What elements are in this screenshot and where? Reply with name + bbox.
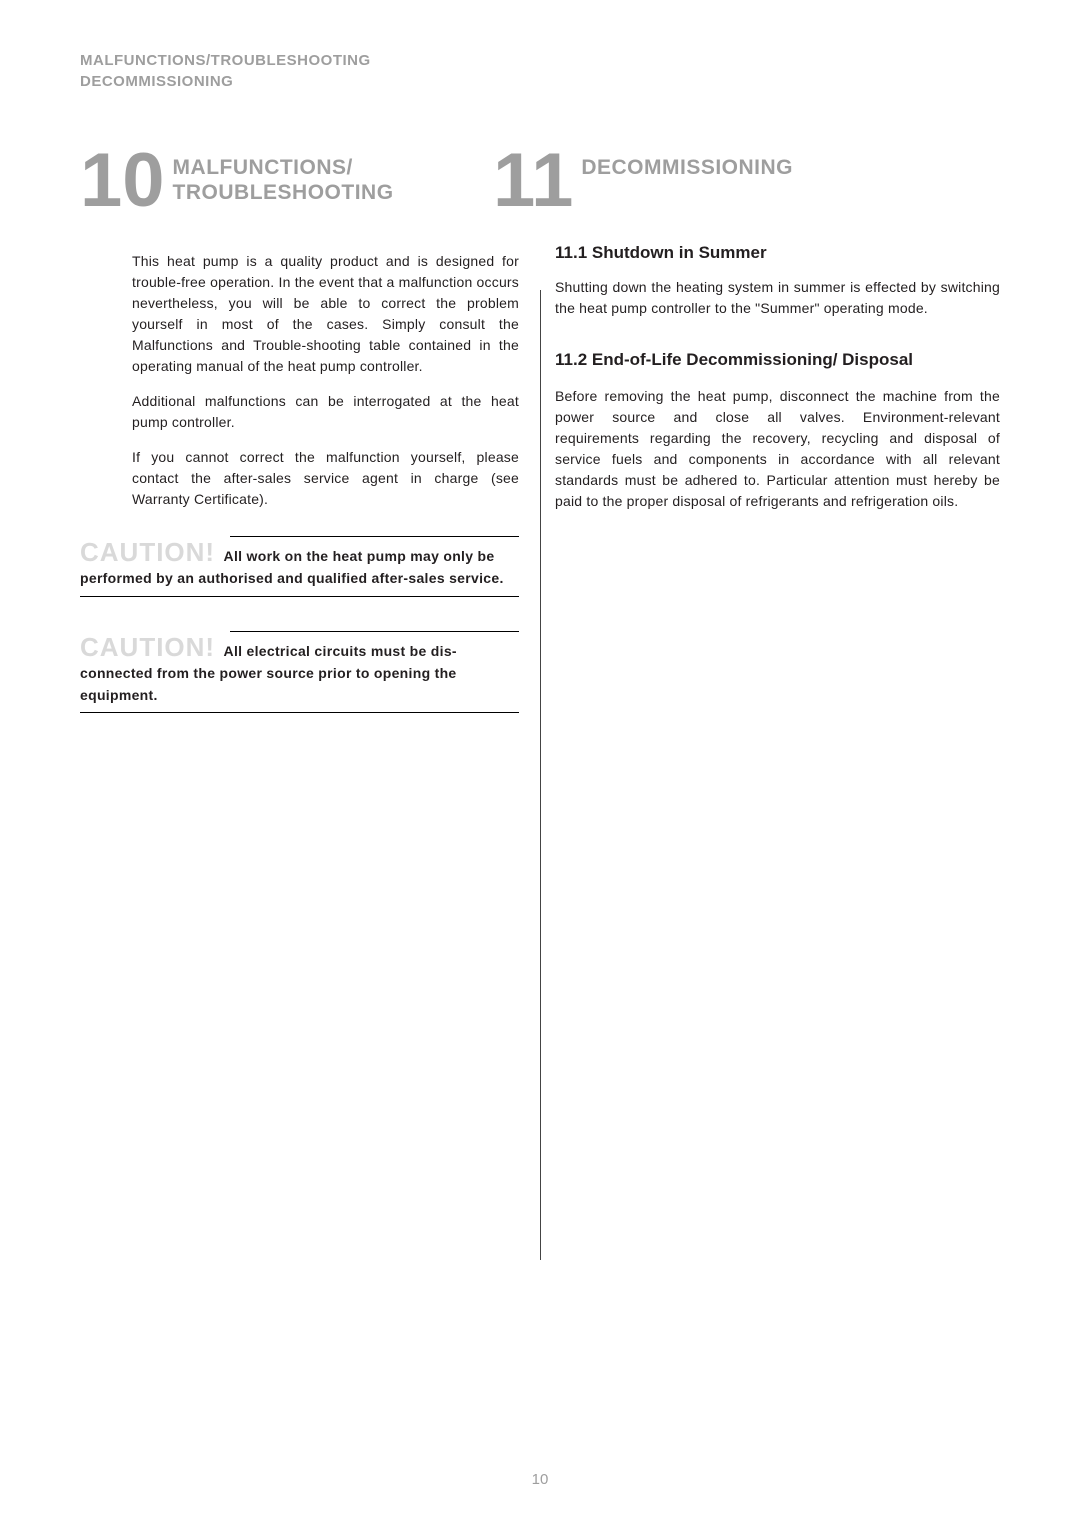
section-11-1-text: Shutting down the heating system in summ… (555, 277, 1000, 319)
section-11-2-title: 11.2 End-of-Life Decommissioning/ Dispos… (555, 349, 1000, 372)
caution-1-label: CAUTION! (80, 537, 215, 567)
right-column: 11 DECOMMISSIONING 11.1 Shutdown in Summ… (555, 147, 1000, 713)
section-10-title-line2: TROUBLESHOOTING (173, 181, 394, 204)
section-10-para-2: Additional malfunctions can be interroga… (132, 391, 519, 433)
section-10-para-3: If you cannot correct the malfunction yo… (132, 447, 519, 510)
left-column: 10 MALFUNCTIONS/ TROUBLESHOOTING This he… (80, 147, 525, 713)
section-11-2-title-text: 11.2 End-of-Life Decommissioning/ Dispos… (555, 350, 913, 369)
caution-2-bottom-rule (80, 712, 519, 713)
section-11-title: DECOMMISSIONING (581, 155, 793, 180)
section-11-number: 11 (493, 147, 573, 215)
document-page: MALFUNCTIONS/TROUBLESHOOTING DECOMMISSIO… (0, 0, 1080, 753)
section-11-2-text: Before removing the heat pump, disconnec… (555, 386, 1000, 512)
page-number: 10 (0, 1471, 1080, 1488)
section-10-para-1: This heat pump is a quality product and … (132, 251, 519, 377)
column-divider (540, 290, 541, 1260)
page-header: MALFUNCTIONS/TROUBLESHOOTING DECOMMISSIO… (80, 50, 1000, 92)
section-11-1-title: 11.1 Shutdown in Summer (555, 243, 1000, 263)
caution-block-2: CAUTION! All electrical circuits must be… (80, 631, 525, 713)
caution-1-bottom-rule (80, 596, 519, 597)
section-11-body: 11.1 Shutdown in Summer Shutting down th… (555, 243, 1000, 512)
section-10-title: MALFUNCTIONS/ TROUBLESHOOTING (173, 155, 394, 205)
header-line-1: MALFUNCTIONS/TROUBLESHOOTING (80, 50, 1000, 71)
caution-block-1: CAUTION! All work on the heat pump may o… (80, 536, 525, 597)
section-10-body: This heat pump is a quality product and … (80, 251, 525, 510)
section-11-head: 11 DECOMMISSIONING (493, 147, 1000, 215)
header-line-2: DECOMMISSIONING (80, 71, 1000, 92)
caution-2-label: CAUTION! (80, 632, 215, 662)
section-10-head: 10 MALFUNCTIONS/ TROUBLESHOOTING (80, 147, 525, 215)
section-10-number: 10 (80, 147, 165, 215)
section-10-title-line1: MALFUNCTIONS/ (173, 156, 353, 179)
